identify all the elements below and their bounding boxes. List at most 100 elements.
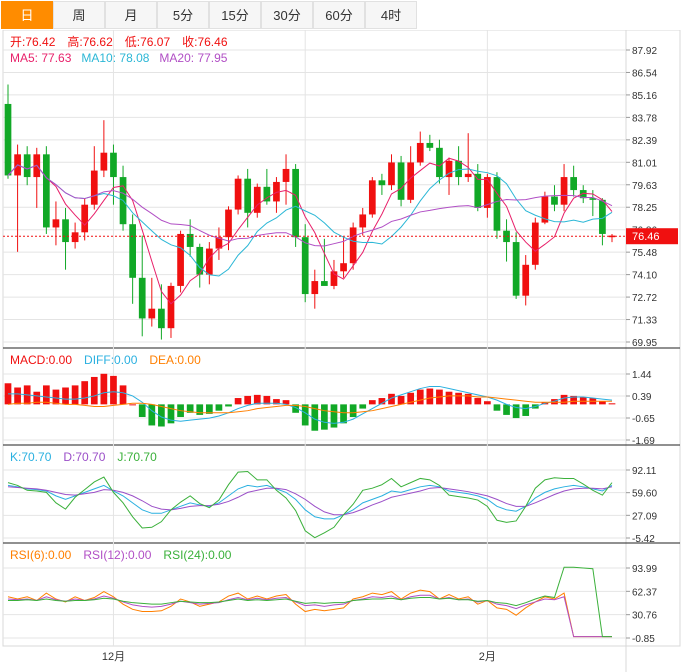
- candle-body: [445, 160, 453, 178]
- macd-bar: [570, 395, 578, 405]
- candle-body: [129, 224, 136, 278]
- macd-bar: [90, 376, 98, 405]
- period-tabs: 日周月 5分 15分 30分 60分 4时: [0, 0, 682, 32]
- rsi24-line: [8, 566, 612, 638]
- candle-body: [464, 173, 472, 178]
- candle-body: [205, 248, 213, 275]
- macd-bar: [81, 381, 89, 405]
- rsi-legend-2: RSI(24):0.00: [163, 548, 231, 562]
- macd-bar: [378, 398, 386, 405]
- macd-bar: [215, 404, 223, 411]
- tab-1[interactable]: 日: [1, 1, 53, 29]
- candle-body: [100, 152, 108, 171]
- macd-bar: [205, 404, 213, 414]
- macd-bar: [311, 404, 319, 431]
- candle-body: [311, 281, 319, 295]
- rsi-legend-1: RSI(12):0.00: [83, 548, 151, 562]
- macd-bar: [599, 401, 606, 405]
- rsi12-line: [7, 594, 612, 638]
- macd-bar: [100, 373, 108, 405]
- macd-bar: [416, 389, 424, 405]
- ohlc-legend-1: 高:76.62: [67, 34, 113, 49]
- macd-bar: [493, 404, 501, 411]
- macd-bar: [14, 387, 21, 405]
- candle-body: [531, 222, 539, 265]
- price-tick-label: 81.01: [632, 158, 657, 169]
- candle-body: [407, 162, 415, 200]
- tab-8[interactable]: 4时: [365, 1, 417, 29]
- macd-bar: [62, 387, 69, 405]
- macd-tick-label: 0.39: [632, 392, 652, 403]
- macd-bar: [455, 392, 462, 405]
- candle-body: [167, 285, 175, 329]
- ma-legend-1: MA10: 78.08: [81, 51, 149, 65]
- price-tick-label: 71.33: [632, 316, 657, 327]
- price-tick-label: 83.78: [632, 113, 657, 124]
- tab-4[interactable]: 5分: [157, 1, 209, 29]
- ma20-line: [7, 164, 613, 247]
- candle-body: [71, 232, 79, 243]
- candle-body: [177, 233, 184, 286]
- x-tick-label: 12月: [102, 651, 125, 663]
- candle-body: [234, 178, 242, 210]
- macd-bar: [71, 385, 79, 405]
- macd-bar: [263, 395, 271, 405]
- dea-line: [7, 395, 612, 414]
- kdj-tick-label: 92.11: [632, 466, 657, 477]
- candle-body: [4, 103, 12, 176]
- macd-bar: [158, 404, 165, 427]
- tab-2[interactable]: 周: [53, 1, 105, 29]
- last-price-label: 76.46: [632, 231, 660, 243]
- macd-bar: [253, 394, 261, 405]
- x-tick-label: 2月: [479, 651, 496, 663]
- chart-area: 87.92 86.54 85.16 83.78 82.39 81.01 79.63 78.25…: [2, 30, 681, 672]
- d-line: [7, 486, 613, 516]
- price-tick-label: 75.48: [632, 248, 657, 259]
- price-tick-label: 74.10: [632, 271, 657, 282]
- macd-bar: [282, 400, 290, 405]
- macd-bar: [110, 375, 117, 405]
- macd-bar: [464, 393, 472, 405]
- j-line: [7, 470, 613, 539]
- macd-bar: [445, 391, 453, 405]
- macd-tick-label: 1.44: [632, 370, 652, 381]
- tab-6[interactable]: 30分: [261, 1, 313, 29]
- chart-frame: [2, 30, 681, 647]
- candle-body: [301, 237, 309, 295]
- candle-body: [340, 263, 347, 272]
- price-tick-label: 78.25: [632, 203, 657, 214]
- candle-body: [110, 152, 117, 178]
- macd-legend-2: DEA:0.00: [149, 353, 201, 367]
- ohlc-legend-0: 开:76.42: [10, 35, 56, 49]
- candle-body: [426, 142, 434, 148]
- tab-5[interactable]: 15分: [209, 1, 261, 29]
- candle-body: [551, 196, 558, 205]
- candle-body: [81, 204, 89, 233]
- macd-tick-label: -1.69: [632, 436, 655, 447]
- macd-bar: [148, 404, 156, 426]
- candle-body: [138, 277, 146, 319]
- candle-body: [349, 227, 357, 264]
- macd-bar: [138, 404, 146, 418]
- candle-body: [599, 199, 606, 234]
- candle-body: [292, 168, 299, 238]
- tab-7[interactable]: 60分: [313, 1, 365, 29]
- candle-body: [148, 308, 156, 319]
- tab-3[interactable]: 月: [105, 1, 157, 29]
- kdj-tick-label: -5.42: [632, 534, 655, 545]
- candle-body: [273, 181, 280, 202]
- ohlc-legend-3: 收:76.46: [182, 35, 228, 49]
- rsi-tick-label: 62.37: [632, 587, 657, 598]
- candle-body: [378, 180, 386, 186]
- macd-bar: [33, 391, 41, 405]
- price-tick-label: 85.16: [632, 91, 657, 102]
- macd-bar: [359, 404, 367, 409]
- candle-body: [416, 142, 424, 163]
- candle-body: [541, 196, 549, 223]
- candle-body: [512, 242, 520, 296]
- macd-bar: [503, 404, 510, 415]
- rsi-tick-label: -0.85: [632, 634, 655, 645]
- macd-bar: [407, 392, 415, 405]
- candle-body: [52, 219, 60, 228]
- kdj-legend-0: K:70.70: [10, 450, 52, 464]
